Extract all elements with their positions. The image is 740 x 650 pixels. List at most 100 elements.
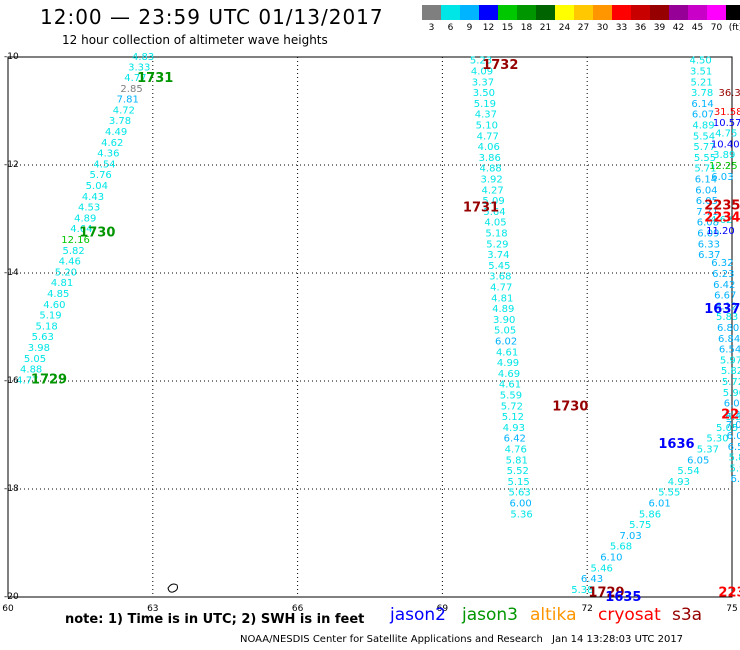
wave-height-label: 5.90 — [723, 388, 740, 399]
y-tick-label: -16 — [4, 376, 19, 386]
wave-height-label: 5.54 — [677, 466, 699, 477]
wave-height-label: 6.08 — [697, 218, 719, 229]
time-label: 1732 — [482, 58, 518, 73]
legend-cell: 18 — [517, 5, 536, 33]
wave-height-label: 3.92 — [480, 175, 502, 186]
legend-swatch — [688, 5, 707, 20]
legend-swatch — [650, 5, 669, 20]
wave-height-label: 5.20 — [55, 267, 77, 278]
x-tick-label: 60 — [2, 604, 14, 614]
legend-swatch — [574, 5, 593, 20]
wave-height-label: 5.19 — [474, 99, 496, 110]
wave-height-label: 4.93 — [503, 423, 525, 434]
wave-height-label: 6.32 — [711, 258, 733, 269]
wave-height-label: 5.30 — [706, 434, 728, 445]
x-tick-label: 75 — [726, 604, 738, 614]
y-tick-label: -12 — [4, 160, 19, 170]
wave-height-label: 4.77 — [16, 375, 38, 386]
wave-height-label: 5.37 — [697, 445, 719, 456]
wave-height-label: 3.78 — [691, 88, 713, 99]
wave-height-label: 4.99 — [497, 358, 519, 369]
legend-swatch — [593, 5, 612, 20]
wave-height-label: 5.55 — [658, 488, 680, 499]
wave-height-label: 5.68 — [610, 542, 632, 553]
map-subtitle: 12 hour collection of altimeter wave hei… — [62, 33, 328, 47]
legend-label: 39 — [653, 23, 666, 33]
wave-height-label: 3.98 — [28, 343, 50, 354]
wave-height-label: 4.46 — [59, 257, 81, 268]
wave-height-label: 5.19 — [39, 311, 61, 322]
wave-height-label: 4.93 — [668, 477, 690, 488]
wave-height-label: 3.33 — [128, 63, 150, 74]
legend-cell: 33 — [612, 5, 631, 33]
wave-height-label: 6.05 — [687, 455, 709, 466]
wave-height-label: 4.54 — [93, 159, 115, 170]
legend-cell: 42 — [669, 5, 688, 33]
wave-height-label: 6.33 — [698, 239, 720, 250]
wave-height-label: 5.77 — [693, 142, 715, 153]
wave-height-label: 5.72 — [722, 377, 740, 388]
time-label: 1637 — [704, 302, 740, 317]
wave-height-label: 5.05 — [24, 354, 46, 365]
wave-height-label: 4.60 — [43, 300, 65, 311]
wave-height-label: 6.52 — [728, 442, 740, 453]
wave-height-label: 3.37 — [472, 77, 494, 88]
legend-cell: 70 — [707, 5, 726, 33]
wave-height-label: 6.10 — [731, 474, 740, 485]
legend-label: 42 — [672, 23, 685, 33]
wave-height-label: 4.81 — [51, 278, 73, 289]
legend-label: (ft) — [728, 23, 740, 33]
wave-height-label: 6.67 — [714, 291, 736, 302]
time-label: 223 — [718, 586, 740, 601]
time-label: 1635 — [605, 590, 641, 605]
wave-height-label: 6.05 — [696, 196, 718, 207]
wave-height-label: 5.37 — [726, 412, 740, 423]
legend-cell: 21 — [536, 5, 555, 33]
wave-height-label: 5.05 — [716, 423, 738, 434]
wave-height-label: 10.57 — [713, 118, 740, 129]
x-tick-label: 66 — [291, 604, 304, 614]
legend-label: 15 — [501, 23, 514, 33]
wave-height-label: 4.76 — [505, 445, 527, 456]
wave-height-label: 4.77 — [490, 283, 512, 294]
wave-height-label: 5.83 — [716, 312, 738, 323]
wave-height-label: 6.02 — [495, 337, 517, 348]
legend-cell: 45 — [688, 5, 707, 33]
time-label: 1731 — [137, 71, 173, 86]
wave-height-label: 5.87 — [729, 453, 740, 464]
legend-swatch — [612, 5, 631, 20]
wave-height-label: 6.00 — [509, 499, 531, 510]
credit-text: NOAA/NESDIS Center for Satellite Applica… — [240, 634, 543, 645]
wave-height-label: 5.82 — [721, 366, 740, 377]
legend-swatch — [536, 5, 555, 20]
legend-swatch — [422, 5, 441, 20]
wave-height-label: 4.61 — [499, 380, 521, 391]
wave-height-label: 6.03 — [711, 172, 733, 183]
wave-height-label: 5.64 — [483, 207, 505, 218]
legend-cell: 12 — [479, 5, 498, 33]
x-tick-label: 69 — [436, 604, 449, 614]
wave-height-label: 5.72 — [501, 401, 523, 412]
wave-height-label: 5.55 — [694, 153, 716, 164]
wave-height-label: 4.62 — [101, 138, 123, 149]
satellite-jason2: jason2 — [390, 605, 446, 625]
wave-height-label: 4.72 — [113, 105, 135, 116]
y-tick-label: -14 — [4, 268, 19, 278]
wave-height-label: 5.63 — [32, 332, 54, 343]
legend-label: 9 — [466, 23, 473, 33]
island-outline — [167, 583, 178, 593]
wave-height-label: 6.43 — [581, 574, 603, 585]
wave-height-label: 4.06 — [478, 142, 500, 153]
wave-height-label: 3.86 — [479, 153, 501, 164]
legend-label: 12 — [482, 23, 495, 33]
wave-height-label: 4.77 — [124, 73, 146, 84]
wave-height-label: 5.21 — [690, 77, 712, 88]
legend-swatch — [669, 5, 688, 20]
wave-height-label: 5.05 — [494, 326, 516, 337]
y-tick-label: -18 — [4, 484, 19, 494]
wave-height-label: 6.08 — [724, 399, 740, 410]
wave-height-label: 5.45 — [488, 261, 510, 272]
wave-height-label: 2.85 — [120, 84, 142, 95]
legend-label: 3 — [428, 23, 435, 33]
wave-points: 4.833.334.772.857.814.723.784.494.624.36… — [16, 52, 740, 596]
